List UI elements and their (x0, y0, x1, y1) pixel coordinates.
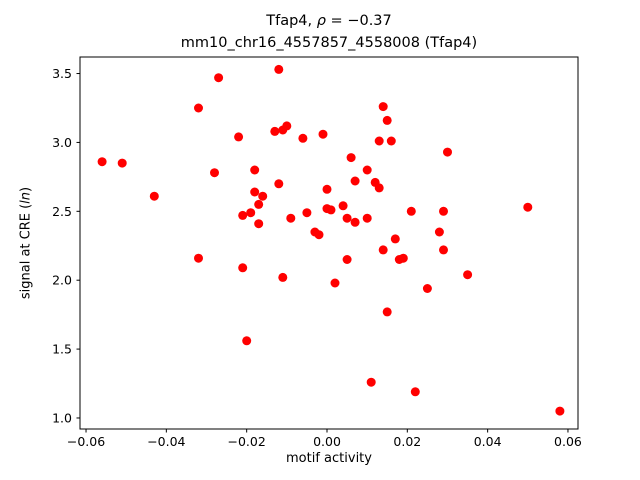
x-tick-label: 0.00 (313, 434, 341, 449)
data-point (555, 406, 565, 416)
title-prefix: Tfap4, (266, 13, 317, 29)
data-point (322, 184, 332, 194)
data-point (286, 213, 296, 223)
x-tick-label: 0.02 (393, 434, 421, 449)
data-point (194, 103, 203, 113)
data-point (382, 307, 392, 317)
data-point (238, 263, 248, 273)
data-point (258, 191, 268, 201)
data-point (374, 183, 384, 193)
plot-frame (79, 56, 579, 430)
data-point (342, 213, 352, 223)
x-tick-label: −0.04 (147, 434, 185, 449)
data-points (97, 64, 565, 416)
data-point (326, 205, 336, 215)
data-point (97, 157, 107, 167)
y-tick-label: 3.5 (52, 66, 72, 81)
data-point (302, 208, 312, 218)
x-tick-label: −0.02 (228, 434, 266, 449)
chart-subtitle: mm10_chr16_4557857_4558008 (Tfap4) (180, 35, 478, 51)
data-point (386, 136, 396, 146)
data-point (382, 115, 392, 125)
data-point (434, 227, 444, 237)
y-tick-label: 1.0 (52, 410, 72, 425)
y-tick-label: 3.0 (52, 135, 72, 150)
y-tick-label: 2.5 (52, 204, 72, 219)
data-point (410, 387, 420, 397)
title-rho-symbol: ρ (316, 13, 326, 29)
data-point (149, 191, 159, 201)
chart-title-block: Tfap4, ρ = −0.37 mm10_chr16_4557857_4558… (80, 10, 578, 54)
data-point (242, 336, 252, 346)
data-point (398, 253, 408, 263)
data-point (362, 213, 372, 223)
data-point (422, 284, 432, 293)
data-point (270, 126, 280, 136)
data-point (350, 176, 360, 186)
data-point (254, 219, 264, 229)
data-point (346, 153, 356, 163)
data-point (330, 278, 340, 288)
data-point (523, 202, 533, 212)
data-point (338, 201, 348, 211)
data-point (250, 165, 260, 175)
x-axis-label: motif activity (286, 451, 372, 466)
y-tick-label: 1.5 (52, 342, 72, 357)
data-point (378, 102, 388, 112)
data-point (443, 147, 452, 157)
title-correlation-value: = −0.37 (325, 13, 392, 29)
x-tick-label: 0.04 (474, 434, 502, 449)
data-point (254, 199, 264, 209)
data-point (350, 217, 360, 227)
y-tick-label: 2.0 (52, 273, 72, 288)
data-point (318, 129, 328, 139)
data-point (282, 121, 292, 131)
data-point (390, 234, 400, 244)
data-point (314, 230, 324, 240)
data-point (238, 210, 248, 220)
data-point (278, 272, 288, 282)
data-point (362, 165, 372, 175)
data-point (374, 136, 384, 146)
data-point (342, 255, 352, 264)
x-tick-label: −0.06 (67, 434, 105, 449)
data-point (234, 132, 244, 142)
data-point (246, 208, 256, 218)
x-tick-label: 0.06 (554, 434, 582, 449)
data-point (406, 206, 416, 216)
data-point (210, 168, 219, 178)
data-point (298, 133, 308, 143)
data-point (378, 245, 388, 255)
data-point (117, 158, 127, 168)
data-point (439, 245, 448, 255)
chart-title: Tfap4, ρ = −0.37 (80, 10, 578, 32)
data-point (214, 73, 224, 83)
data-point (463, 270, 473, 280)
data-point (194, 253, 203, 263)
data-point (274, 179, 284, 189)
data-point (250, 187, 260, 197)
data-point (366, 377, 376, 387)
data-point (274, 64, 284, 74)
data-point (439, 206, 448, 216)
